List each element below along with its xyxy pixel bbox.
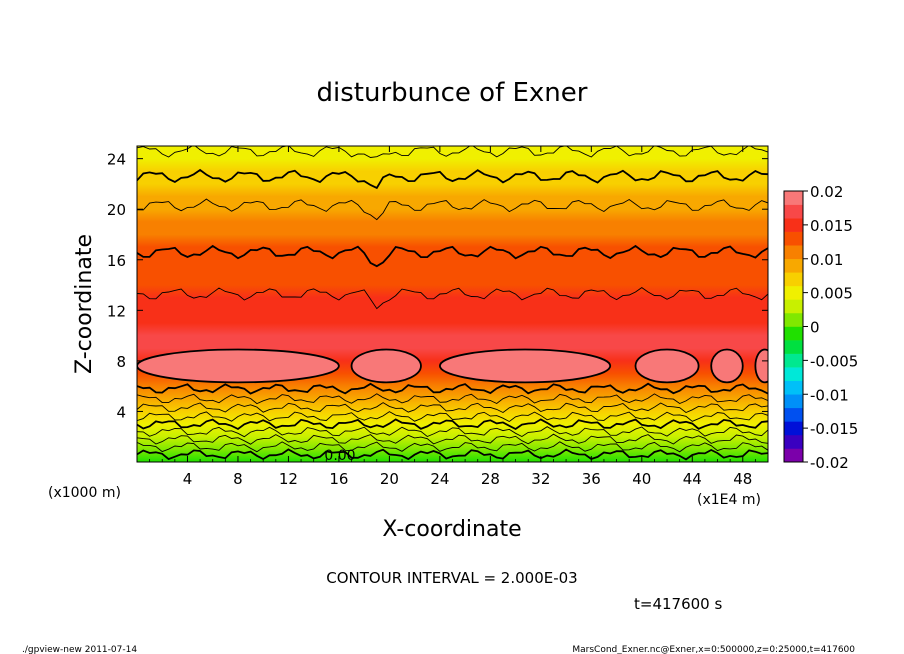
colorbar-cell: [784, 272, 803, 287]
contour-line: [137, 198, 768, 221]
y-tick-label: 16: [107, 252, 126, 270]
field-fill: [137, 146, 768, 462]
plot-area: 0.00: [136, 145, 769, 464]
colorbar-cell: [784, 285, 803, 300]
colorbar: 0.02 0.015 0.01 0.005 0 -0.005 -0.01 -0.015 -0.0…: [783, 183, 858, 472]
colorbar-tick-label: -0.01: [810, 386, 849, 404]
y-tick-label: 24: [107, 151, 126, 169]
x-tick-label: 24: [430, 470, 449, 488]
colorbar-cell: [784, 326, 803, 341]
y-tick-label: 12: [107, 302, 126, 320]
colorbar-cell: [784, 394, 803, 409]
colorbar-tick-label: -0.02: [810, 454, 849, 472]
footer-left: ./gpview-new 2011-07-14: [22, 645, 137, 654]
y-axis-label: Z-coordinate: [72, 234, 97, 374]
contour-line: [137, 402, 768, 414]
colorbar-cell: [784, 258, 803, 273]
y-tick-label: 8: [116, 353, 126, 371]
colorbar-cells: [784, 191, 803, 463]
x-tick-label: 28: [481, 470, 500, 488]
chart-title: disturbunce of Exner: [317, 78, 588, 108]
colorbar-ticks: 0.02 0.015 0.01 0.005 0 -0.005 -0.01 -0.015 -0.0…: [803, 183, 858, 472]
colorbar-cell: [784, 218, 803, 232]
y-axis: 4 8 12 16 20 24: [107, 151, 768, 421]
contour-line: [137, 393, 768, 405]
y-tick-label: 20: [107, 201, 126, 219]
colorbar-cell: [784, 421, 803, 436]
contour-line: [137, 418, 768, 431]
y-unit-label: (x1000 m): [48, 485, 121, 501]
colorbar-cell: [784, 448, 803, 463]
max-cell: [634, 348, 700, 384]
colorbar-tick-label: 0: [810, 319, 820, 337]
contour-lines: [137, 146, 768, 461]
footer-right: MarsCond_Exner.nc@Exner,x=0:500000,z=0:2…: [572, 645, 855, 654]
contour-line: [137, 426, 768, 438]
x-tick-label: 16: [329, 470, 348, 488]
colorbar-tick-label: 0.005: [810, 285, 853, 303]
colorbar-tick-label: -0.015: [810, 420, 858, 438]
contour-line: [137, 433, 768, 445]
time-text: t=417600 s: [634, 595, 722, 613]
x-tick-label: 48: [733, 470, 752, 488]
colorbar-cell: [784, 434, 803, 449]
max-cell: [137, 348, 340, 384]
colorbar-tick-label: 0.015: [810, 217, 853, 235]
contour-line: [137, 146, 768, 158]
colorbar-cell: [784, 191, 803, 205]
x-tick-label: 20: [380, 470, 399, 488]
contour-line: [137, 382, 768, 395]
x-tick-label: 8: [233, 470, 243, 488]
x-tick-label: 32: [531, 470, 550, 488]
colorbar-cell: [784, 340, 803, 354]
colorbar-cell: [784, 231, 803, 246]
contour-line: [137, 441, 768, 453]
colorbar-tick-label: 0.02: [810, 183, 843, 201]
contour-line: [137, 411, 768, 423]
y-tick-label: 4: [116, 403, 126, 421]
colorbar-cell: [784, 353, 803, 368]
max-cell: [438, 348, 612, 384]
contour-line: [137, 244, 768, 268]
max-contour-cells: [137, 348, 768, 384]
contour-interval-text: CONTOUR INTERVAL = 2.000E-03: [326, 569, 577, 587]
colorbar-cell: [784, 380, 803, 395]
x-unit-label: (x1E4 m): [697, 492, 761, 508]
x-tick-label: 12: [279, 470, 298, 488]
contour-line: [137, 448, 768, 461]
x-tick-label: 44: [683, 470, 702, 488]
max-cell: [350, 348, 422, 384]
colorbar-cell: [784, 312, 803, 327]
colorbar-cell: [784, 204, 803, 219]
colorbar-tick-label: -0.005: [810, 352, 858, 370]
colorbar-cell: [784, 407, 803, 422]
x-tick-label: 36: [582, 470, 601, 488]
colorbar-tick-label: 0.01: [810, 251, 843, 269]
max-cell: [710, 348, 744, 384]
x-axis-label: X-coordinate: [382, 517, 521, 542]
contour-line: [137, 287, 768, 310]
colorbar-cell: [784, 367, 803, 381]
max-cell: [754, 348, 768, 384]
x-axis: 4 8 12 16 20 24 28 32 36 40 44 48: [149, 146, 769, 488]
contour-label: 0.00: [324, 448, 355, 464]
colorbar-cell: [784, 245, 803, 260]
contour-line: [137, 168, 768, 190]
x-tick-label: 40: [632, 470, 651, 488]
colorbar-cell: [784, 299, 803, 314]
x-tick-label: 4: [183, 470, 193, 488]
